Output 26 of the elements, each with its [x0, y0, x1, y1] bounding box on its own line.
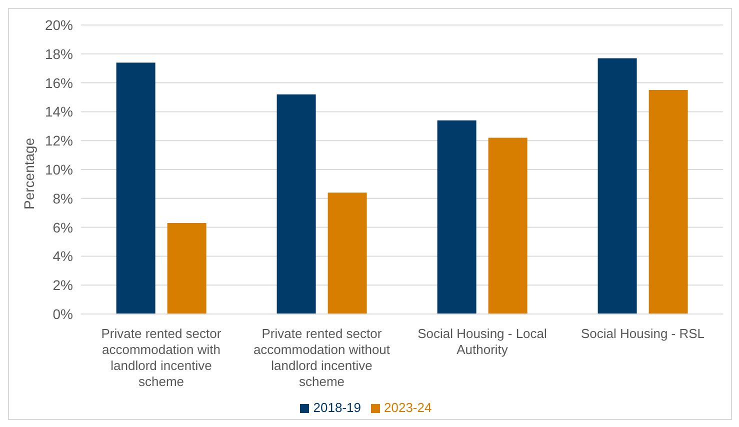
bar — [648, 90, 688, 314]
y-tick-label: 20% — [44, 16, 73, 33]
bar — [276, 94, 316, 314]
y-tick-label: 14% — [44, 104, 73, 120]
y-tick-label: 2% — [52, 277, 73, 294]
bar — [167, 222, 206, 314]
y-tick-label: 16% — [44, 74, 73, 91]
bar — [598, 58, 637, 314]
y-tick-label: 4% — [52, 248, 73, 264]
legend-label: 2023-24 — [384, 400, 432, 415]
y-tick-label: 8% — [52, 190, 73, 206]
y-tick-label: 10% — [44, 161, 73, 178]
bar — [116, 62, 156, 314]
y-tick-label: 12% — [44, 132, 73, 149]
x-tick-label: Social Housing - Local Authority — [418, 326, 548, 357]
y-tick-label: 0% — [52, 306, 73, 322]
x-tick-label: Social Housing - RSL — [580, 326, 705, 341]
bar — [328, 192, 367, 314]
y-tick-label: 18% — [44, 46, 73, 62]
bar — [488, 138, 528, 314]
bar — [437, 120, 476, 314]
x-tick-label: Private rented sector accommodation with landlord incentive scheme — [101, 326, 222, 389]
y-tick-label: 6% — [52, 219, 73, 236]
x-tick-label: Private rented sector accommodation without landlord incentive scheme — [253, 326, 390, 389]
y-axis-title: Percentage — [20, 138, 37, 210]
legend-label: 2018-19 — [313, 400, 361, 415]
